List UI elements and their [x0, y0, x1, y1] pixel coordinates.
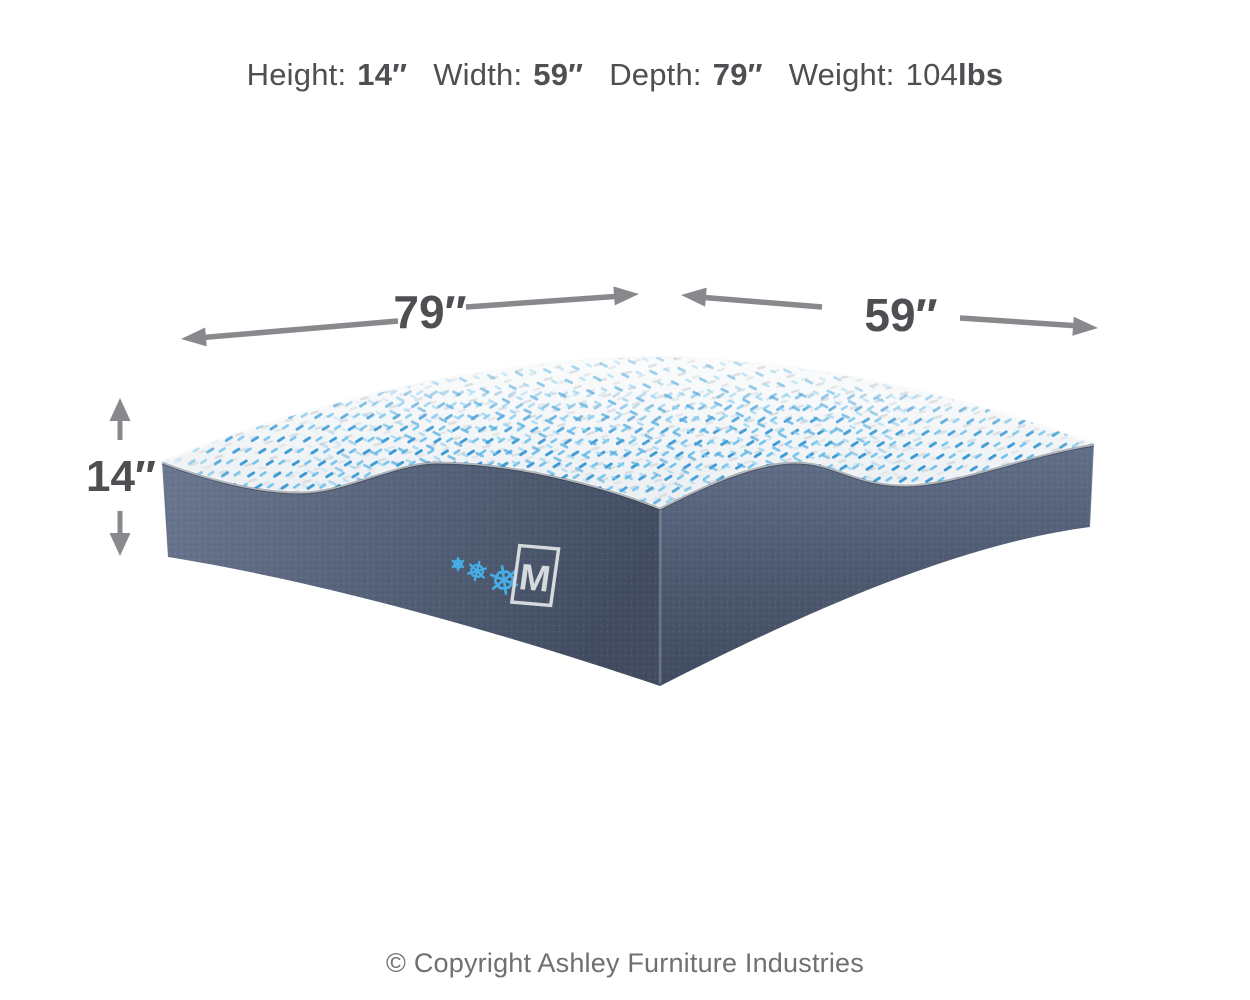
spec-height: Height: 14″ — [247, 57, 408, 93]
depth-dimension: 79″ — [181, 286, 639, 347]
width-label: Width: — [433, 57, 523, 92]
spec-weight: Weight: 104lbs — [789, 57, 1004, 93]
copyright-text: © Copyright Ashley Furniture Industries — [386, 948, 864, 978]
height-label: Height: — [246, 57, 347, 92]
arrowhead-down-icon — [109, 533, 131, 556]
brand-logo: M — [451, 543, 561, 608]
depth-label: Depth: — [609, 57, 702, 92]
depth-dimension-label: 79″ — [393, 286, 466, 338]
spec-depth: Depth: 79″ — [609, 57, 762, 93]
width-value: 59″ — [533, 57, 584, 92]
arrowhead-left-icon — [181, 327, 207, 347]
weight-label: Weight: — [788, 57, 895, 92]
arrowhead-right-icon — [613, 286, 639, 306]
mattress-side-left — [162, 462, 660, 686]
height-dimension-label: 14″ — [86, 452, 156, 501]
monogram-emblem: M — [509, 543, 561, 608]
width-dimension: 59″ — [681, 287, 1098, 341]
monogram-letter: M — [517, 555, 554, 599]
mattress-top-surface — [157, 355, 1100, 510]
height-value: 14″ — [357, 57, 408, 92]
spec-width: Width: 59″ — [433, 57, 583, 93]
height-dimension: 14″ — [86, 398, 156, 556]
arrowhead-right-icon — [1072, 316, 1098, 336]
arrowhead-left-icon — [681, 287, 707, 307]
top-edge-shadow — [161, 443, 1095, 511]
right-corner-seam — [1089, 445, 1095, 528]
dimension-annotations: 79″ 59″ 14″ — [86, 286, 1098, 556]
depth-value: 79″ — [712, 57, 763, 92]
mattress: M — [157, 355, 1100, 686]
arrowhead-up-icon — [109, 398, 131, 421]
mattress-side-right — [660, 444, 1094, 686]
weight-value: 104lbs — [905, 57, 1004, 92]
spec-header: Height: 14″ Width: 59″ Depth: 79″ Weight… — [0, 57, 1250, 93]
width-dimension-label: 59″ — [864, 289, 937, 341]
